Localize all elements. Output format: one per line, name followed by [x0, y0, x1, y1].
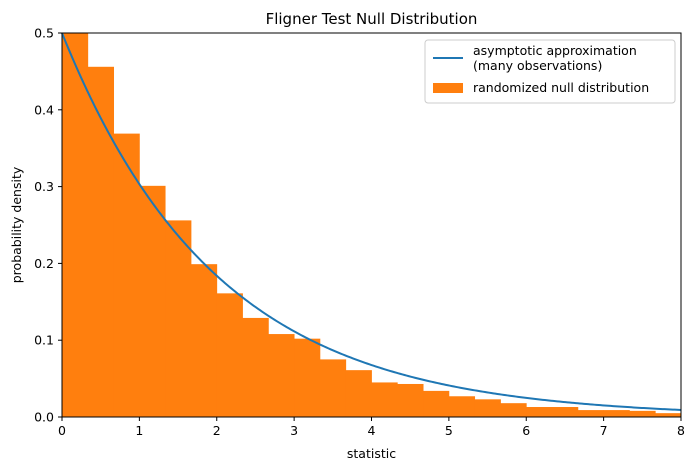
legend-bar-swatch [433, 83, 463, 93]
x-tick-label: 8 [677, 423, 685, 438]
histogram-bar [139, 185, 166, 417]
asymptotic-curve-group [61, 32, 682, 411]
histogram-bar [500, 403, 527, 417]
histogram-bar [87, 66, 115, 418]
histogram-bar [448, 396, 476, 417]
y-tick-label: 0.0 [34, 410, 54, 425]
legend-box [424, 39, 676, 104]
x-tick-label: 5 [445, 423, 453, 438]
histogram-bar [190, 264, 218, 417]
x-tick-label: 7 [600, 423, 608, 438]
histogram-bar [552, 407, 579, 417]
legend-label-randomized: randomized null distribution [473, 80, 649, 95]
histogram-bar [603, 410, 630, 417]
x-tick-label: 6 [522, 423, 530, 438]
x-tick-label: 3 [290, 423, 298, 438]
histogram-bar [474, 399, 501, 417]
ticks: 0 1 2 3 4 5 6 7 8 0.0 0.1 0.2 0.3 0.4 0.5 [34, 26, 685, 439]
histogram-bar [371, 382, 398, 417]
y-tick-label: 0.5 [34, 26, 54, 41]
histogram-bar [655, 413, 682, 417]
histogram-bar [216, 293, 243, 417]
y-tick-label: 0.2 [34, 256, 54, 271]
histogram-bar [294, 338, 321, 417]
x-tick-label: 4 [368, 423, 376, 438]
histogram-bar [165, 220, 192, 417]
y-tick-label: 0.1 [34, 333, 54, 348]
y-tick-label: 0.4 [34, 102, 54, 117]
histogram-bars [62, 33, 682, 418]
histogram-bar [345, 370, 372, 417]
histogram-bar [423, 390, 450, 417]
asymptotic-curve [61, 32, 682, 411]
histogram-bar [113, 133, 140, 417]
x-tick-label: 0 [58, 423, 66, 438]
histogram-bar [268, 334, 295, 417]
x-axis-label: statistic [347, 446, 396, 461]
histogram-bar [242, 317, 269, 417]
histogram-bar [319, 359, 347, 417]
histogram-bar [577, 410, 605, 417]
x-tick-label: 2 [213, 423, 221, 438]
legend: asymptotic approximation (many observatio… [424, 39, 676, 104]
y-tick-label: 0.3 [34, 179, 54, 194]
y-axis-label: probability density [9, 166, 24, 283]
legend-label-asymptotic: asymptotic approximation (many observatio… [473, 43, 637, 73]
histogram-bar [526, 407, 553, 417]
histogram-bar [62, 33, 89, 417]
chart-title: Fligner Test Null Distribution [266, 10, 478, 28]
histogram-bar [629, 410, 656, 417]
histogram-bar [397, 383, 424, 417]
x-tick-label: 1 [135, 423, 143, 438]
